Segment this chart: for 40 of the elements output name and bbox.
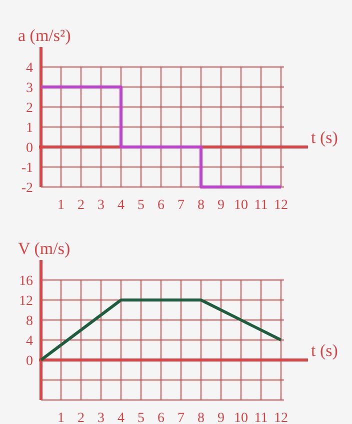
x-tick-label: 11 xyxy=(254,411,268,424)
x-tick-label: 11 xyxy=(254,198,268,213)
y-tick-label: 2 xyxy=(26,101,33,116)
x-tick-label: 8 xyxy=(198,411,204,424)
x-tick-label: 3 xyxy=(98,198,104,213)
x-tick-label: 6 xyxy=(158,198,164,213)
x-tick-label: 10 xyxy=(234,198,248,213)
y-tick-label: 12 xyxy=(19,294,33,309)
y-tick-label: 4 xyxy=(26,61,33,76)
x-tick-label: 5 xyxy=(138,411,144,424)
x-tick-label: 9 xyxy=(218,411,224,424)
x-tick-label: 10 xyxy=(234,411,248,424)
x-axis-title: t (s) xyxy=(311,341,338,360)
y-tick-label: 0 xyxy=(26,354,33,369)
x-tick-label: 5 xyxy=(138,198,144,213)
x-tick-label: 7 xyxy=(178,411,184,424)
x-tick-label: 12 xyxy=(274,411,288,424)
x-tick-label: 3 xyxy=(98,411,104,424)
y-tick-label: -2 xyxy=(21,181,33,196)
x-tick-label: 7 xyxy=(178,198,184,213)
x-tick-label: 2 xyxy=(78,411,84,424)
y-tick-label: 1 xyxy=(26,121,33,136)
y-tick-label: 16 xyxy=(19,274,33,289)
x-tick-label: 8 xyxy=(198,198,204,213)
y-axis-title: V (m/s) xyxy=(18,239,70,258)
x-tick-label: 12 xyxy=(274,198,288,213)
x-tick-label: 2 xyxy=(78,198,84,213)
x-tick-label: 1 xyxy=(58,411,64,424)
y-tick-label: 3 xyxy=(26,81,33,96)
x-tick-label: 4 xyxy=(118,198,124,213)
y-tick-label: 8 xyxy=(26,314,33,329)
x-tick-label: 9 xyxy=(218,198,224,213)
x-axis-title: t (s) xyxy=(311,128,338,147)
x-tick-label: 1 xyxy=(58,198,64,213)
y-tick-label: -1 xyxy=(21,161,33,176)
x-tick-label: 4 xyxy=(118,411,124,424)
y-tick-label: 4 xyxy=(26,334,33,349)
y-tick-label: 0 xyxy=(26,141,33,156)
x-tick-label: 6 xyxy=(158,411,164,424)
y-axis-title: a (m/s²) xyxy=(18,26,71,45)
